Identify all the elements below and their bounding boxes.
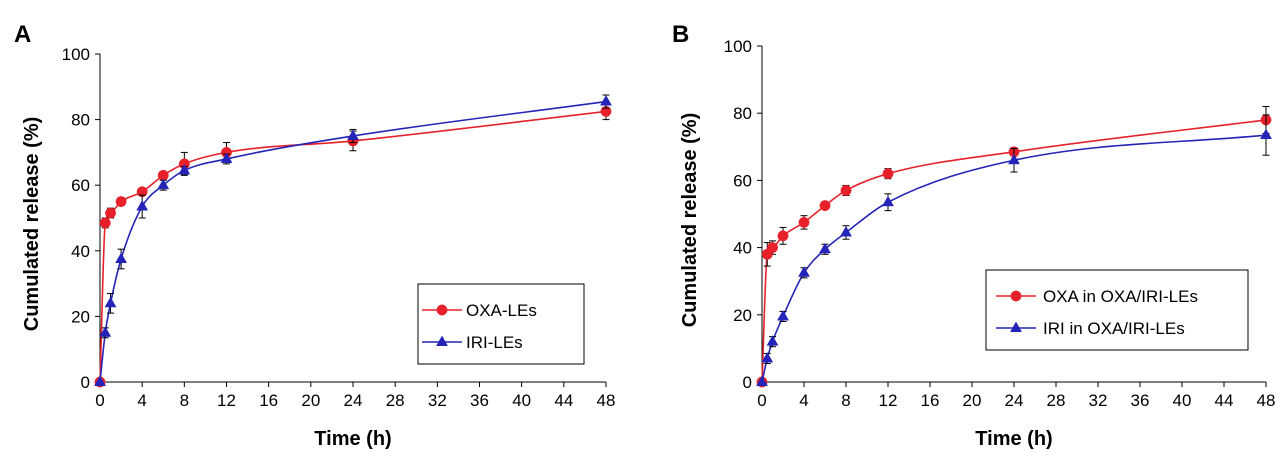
y-tick-label: 20 [733, 306, 752, 325]
x-tick-label: 32 [1089, 391, 1108, 410]
legend-marker [436, 304, 448, 316]
y-tick-label: 80 [733, 104, 752, 123]
data-point [157, 178, 170, 190]
x-tick-label: 44 [1215, 391, 1234, 410]
series-triangle-1 [756, 114, 1272, 386]
x-tick-label: 20 [301, 391, 320, 410]
x-tick-label: 48 [597, 391, 616, 410]
data-point [777, 230, 789, 242]
x-tick-label: 12 [217, 391, 236, 410]
data-point [115, 196, 127, 208]
legend: OXA in OXA/IRI-LEs IRI in OXA/IRI-LEs [985, 269, 1249, 351]
y-tick-label: 20 [71, 307, 90, 326]
data-point [347, 129, 359, 140]
data-point [756, 375, 768, 386]
legend-marker [1010, 321, 1022, 332]
legend-label: OXA in OXA/IRI-LEs [1043, 287, 1198, 306]
x-tick-label: 4 [137, 391, 146, 410]
x-tick-label: 8 [841, 391, 850, 410]
x-tick-label: 0 [95, 391, 104, 410]
x-tick-label: 0 [757, 391, 766, 410]
data-point [1008, 153, 1020, 165]
legend: OXA-LEs IRI-LEs [417, 283, 585, 365]
x-tick-label: 40 [512, 391, 531, 410]
data-point [99, 326, 112, 337]
data-point [761, 351, 774, 363]
legend-box [985, 269, 1249, 351]
data-point [104, 296, 117, 308]
data-point [136, 200, 149, 211]
y-tick-label: 0 [743, 373, 752, 392]
data-point [777, 309, 789, 321]
data-point [819, 200, 831, 212]
data-point [105, 207, 116, 219]
legend-marker [1010, 290, 1022, 302]
y-tick-label: 60 [71, 176, 90, 195]
legend-label: IRI in OXA/IRI-LEs [1043, 319, 1185, 338]
x-tick-label: 4 [799, 391, 808, 410]
y-axis-label: Cumulated release (%) [21, 117, 43, 332]
y-tick-label: 100 [62, 45, 90, 64]
x-tick-label: 36 [470, 391, 489, 410]
legend-box [417, 283, 585, 365]
data-point [94, 375, 106, 386]
data-point [1260, 128, 1272, 140]
y-axis-label: Cumulated release (%) [679, 113, 701, 328]
panel-label: B [672, 21, 689, 48]
y-tick-label: 40 [733, 239, 752, 258]
y-tick-label: 40 [71, 242, 90, 261]
x-tick-label: 44 [554, 391, 573, 410]
legend-label: IRI-LEs [466, 333, 523, 352]
y-tick-label: 0 [81, 373, 90, 392]
y-tick-label: 80 [71, 111, 90, 130]
data-point [798, 266, 810, 277]
x-tick-label: 16 [921, 391, 940, 410]
legend-label: OXA-LEs [466, 301, 537, 320]
data-point [178, 163, 191, 175]
x-axis-label: Time (h) [314, 428, 391, 450]
x-tick-label: 20 [963, 391, 982, 410]
x-tick-label: 24 [1005, 391, 1024, 410]
data-point [840, 225, 852, 237]
data-point [840, 185, 852, 196]
data-point [798, 216, 810, 228]
data-point [882, 168, 894, 180]
x-tick-label: 8 [180, 391, 189, 410]
x-tick-label: 32 [428, 391, 447, 410]
x-tick-label: 28 [386, 391, 405, 410]
x-tick-label: 12 [879, 391, 898, 410]
data-point [819, 242, 831, 254]
x-tick-label: 28 [1047, 391, 1066, 410]
y-tick-label: 60 [733, 171, 752, 190]
x-axis-label: Time (h) [975, 428, 1052, 450]
legend-marker [436, 335, 448, 346]
x-tick-label: 36 [1131, 391, 1150, 410]
x-tick-label: 24 [344, 391, 363, 410]
x-tick-label: 40 [1173, 391, 1192, 410]
data-point [766, 335, 779, 346]
series-triangle-1 [94, 94, 612, 386]
x-tick-label: 48 [1257, 391, 1276, 410]
data-point [767, 242, 778, 254]
y-tick-label: 100 [724, 37, 752, 56]
data-point [882, 195, 894, 207]
data-point [600, 95, 612, 106]
data-point [220, 152, 233, 163]
panel-label: A [14, 21, 31, 48]
data-point [115, 252, 128, 263]
x-tick-label: 16 [259, 391, 278, 410]
data-point [99, 217, 111, 229]
